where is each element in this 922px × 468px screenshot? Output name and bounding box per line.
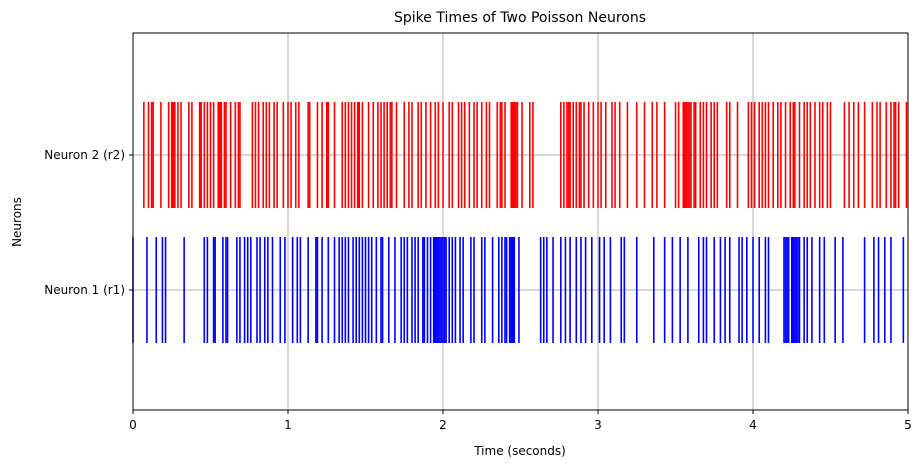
chart-title: Spike Times of Two Poisson Neurons xyxy=(394,10,646,26)
y-tick-label: Neuron 2 (r2) xyxy=(44,148,125,162)
x-axis-label: Time (seconds) xyxy=(473,444,566,458)
spike-series xyxy=(143,102,908,208)
spike-marks xyxy=(132,102,908,343)
grid-lines xyxy=(132,33,909,410)
x-tick-label: 2 xyxy=(439,418,447,432)
plot-frame xyxy=(132,32,909,411)
x-tick-label: 3 xyxy=(594,418,602,432)
spike-series xyxy=(132,237,905,343)
x-tick-label: 0 xyxy=(129,418,137,432)
x-tick-label: 4 xyxy=(749,418,757,432)
y-axis-label: Neurons xyxy=(10,197,24,247)
y-axis-ticks: Neuron 1 (r1) Neuron 2 (r2) xyxy=(44,148,133,297)
x-tick-label: 1 xyxy=(284,418,292,432)
x-tick-label: 5 xyxy=(904,418,912,432)
x-axis-ticks: 0 1 2 3 4 5 xyxy=(129,410,912,432)
y-tick-label: Neuron 1 (r1) xyxy=(44,283,125,297)
